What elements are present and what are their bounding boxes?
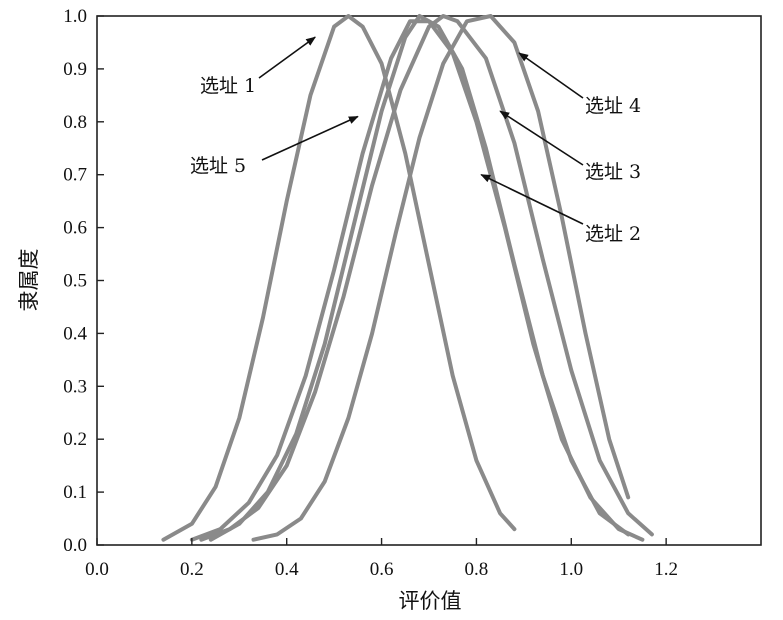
- y-tick-label: 0.8: [63, 112, 87, 133]
- x-tick-label: 1.0: [559, 559, 583, 580]
- annotation-label: 选址 2: [585, 223, 641, 245]
- y-ticks: 0.0 0.1 0.2 0.3 0.4 0.5 0.6 0.7 0.8 0.9 1.0: [63, 6, 104, 556]
- series-line-3: [199, 14, 654, 542]
- x-tick-label: 0.6: [370, 559, 394, 580]
- series-line-1: [161, 14, 517, 542]
- annotation-label: 选址 3: [585, 161, 641, 183]
- annotation-label: 选址 4: [585, 95, 641, 117]
- y-tick-label: 1.0: [63, 6, 87, 27]
- series-line-2: [251, 14, 631, 542]
- annotation-arrow: [261, 115, 359, 161]
- series-line-5: [208, 14, 631, 542]
- y-axis-title: 隶属度: [17, 249, 41, 312]
- plot-area: [96, 15, 762, 546]
- x-ticks: 0.0 0.2 0.4 0.6 0.8 1.0 1.2: [85, 538, 678, 580]
- y-tick-label: 0.2: [63, 429, 87, 450]
- y-tick-label: 0.7: [63, 165, 87, 186]
- y-tick-label: 0.6: [63, 218, 87, 239]
- annotation-label: 选址 1: [200, 75, 256, 97]
- annotation-label: 选址 5: [190, 155, 246, 177]
- x-tick-label: 0.0: [85, 559, 109, 580]
- annotation-arrow: [258, 36, 316, 79]
- y-tick-label: 0.4: [63, 323, 87, 344]
- x-tick-label: 0.4: [275, 559, 299, 580]
- x-axis-title: 评价值: [399, 589, 462, 613]
- annotations: 选址 1 选址 5 选址 4 选址 3 选址 2: [190, 36, 641, 245]
- annotation-arrow: [518, 52, 584, 99]
- annotation-arrow: [480, 173, 584, 225]
- y-tick-label: 0.0: [63, 535, 87, 556]
- x-tick-label: 0.2: [180, 559, 204, 580]
- curves-layer: [161, 14, 654, 542]
- y-tick-label: 0.3: [63, 376, 87, 397]
- x-tick-label: 1.2: [654, 559, 678, 580]
- y-tick-label: 0.5: [63, 271, 87, 292]
- annotation-arrow: [499, 110, 584, 166]
- x-tick-label: 0.8: [465, 559, 489, 580]
- y-tick-label: 0.1: [63, 482, 87, 503]
- y-tick-label: 0.9: [63, 59, 87, 80]
